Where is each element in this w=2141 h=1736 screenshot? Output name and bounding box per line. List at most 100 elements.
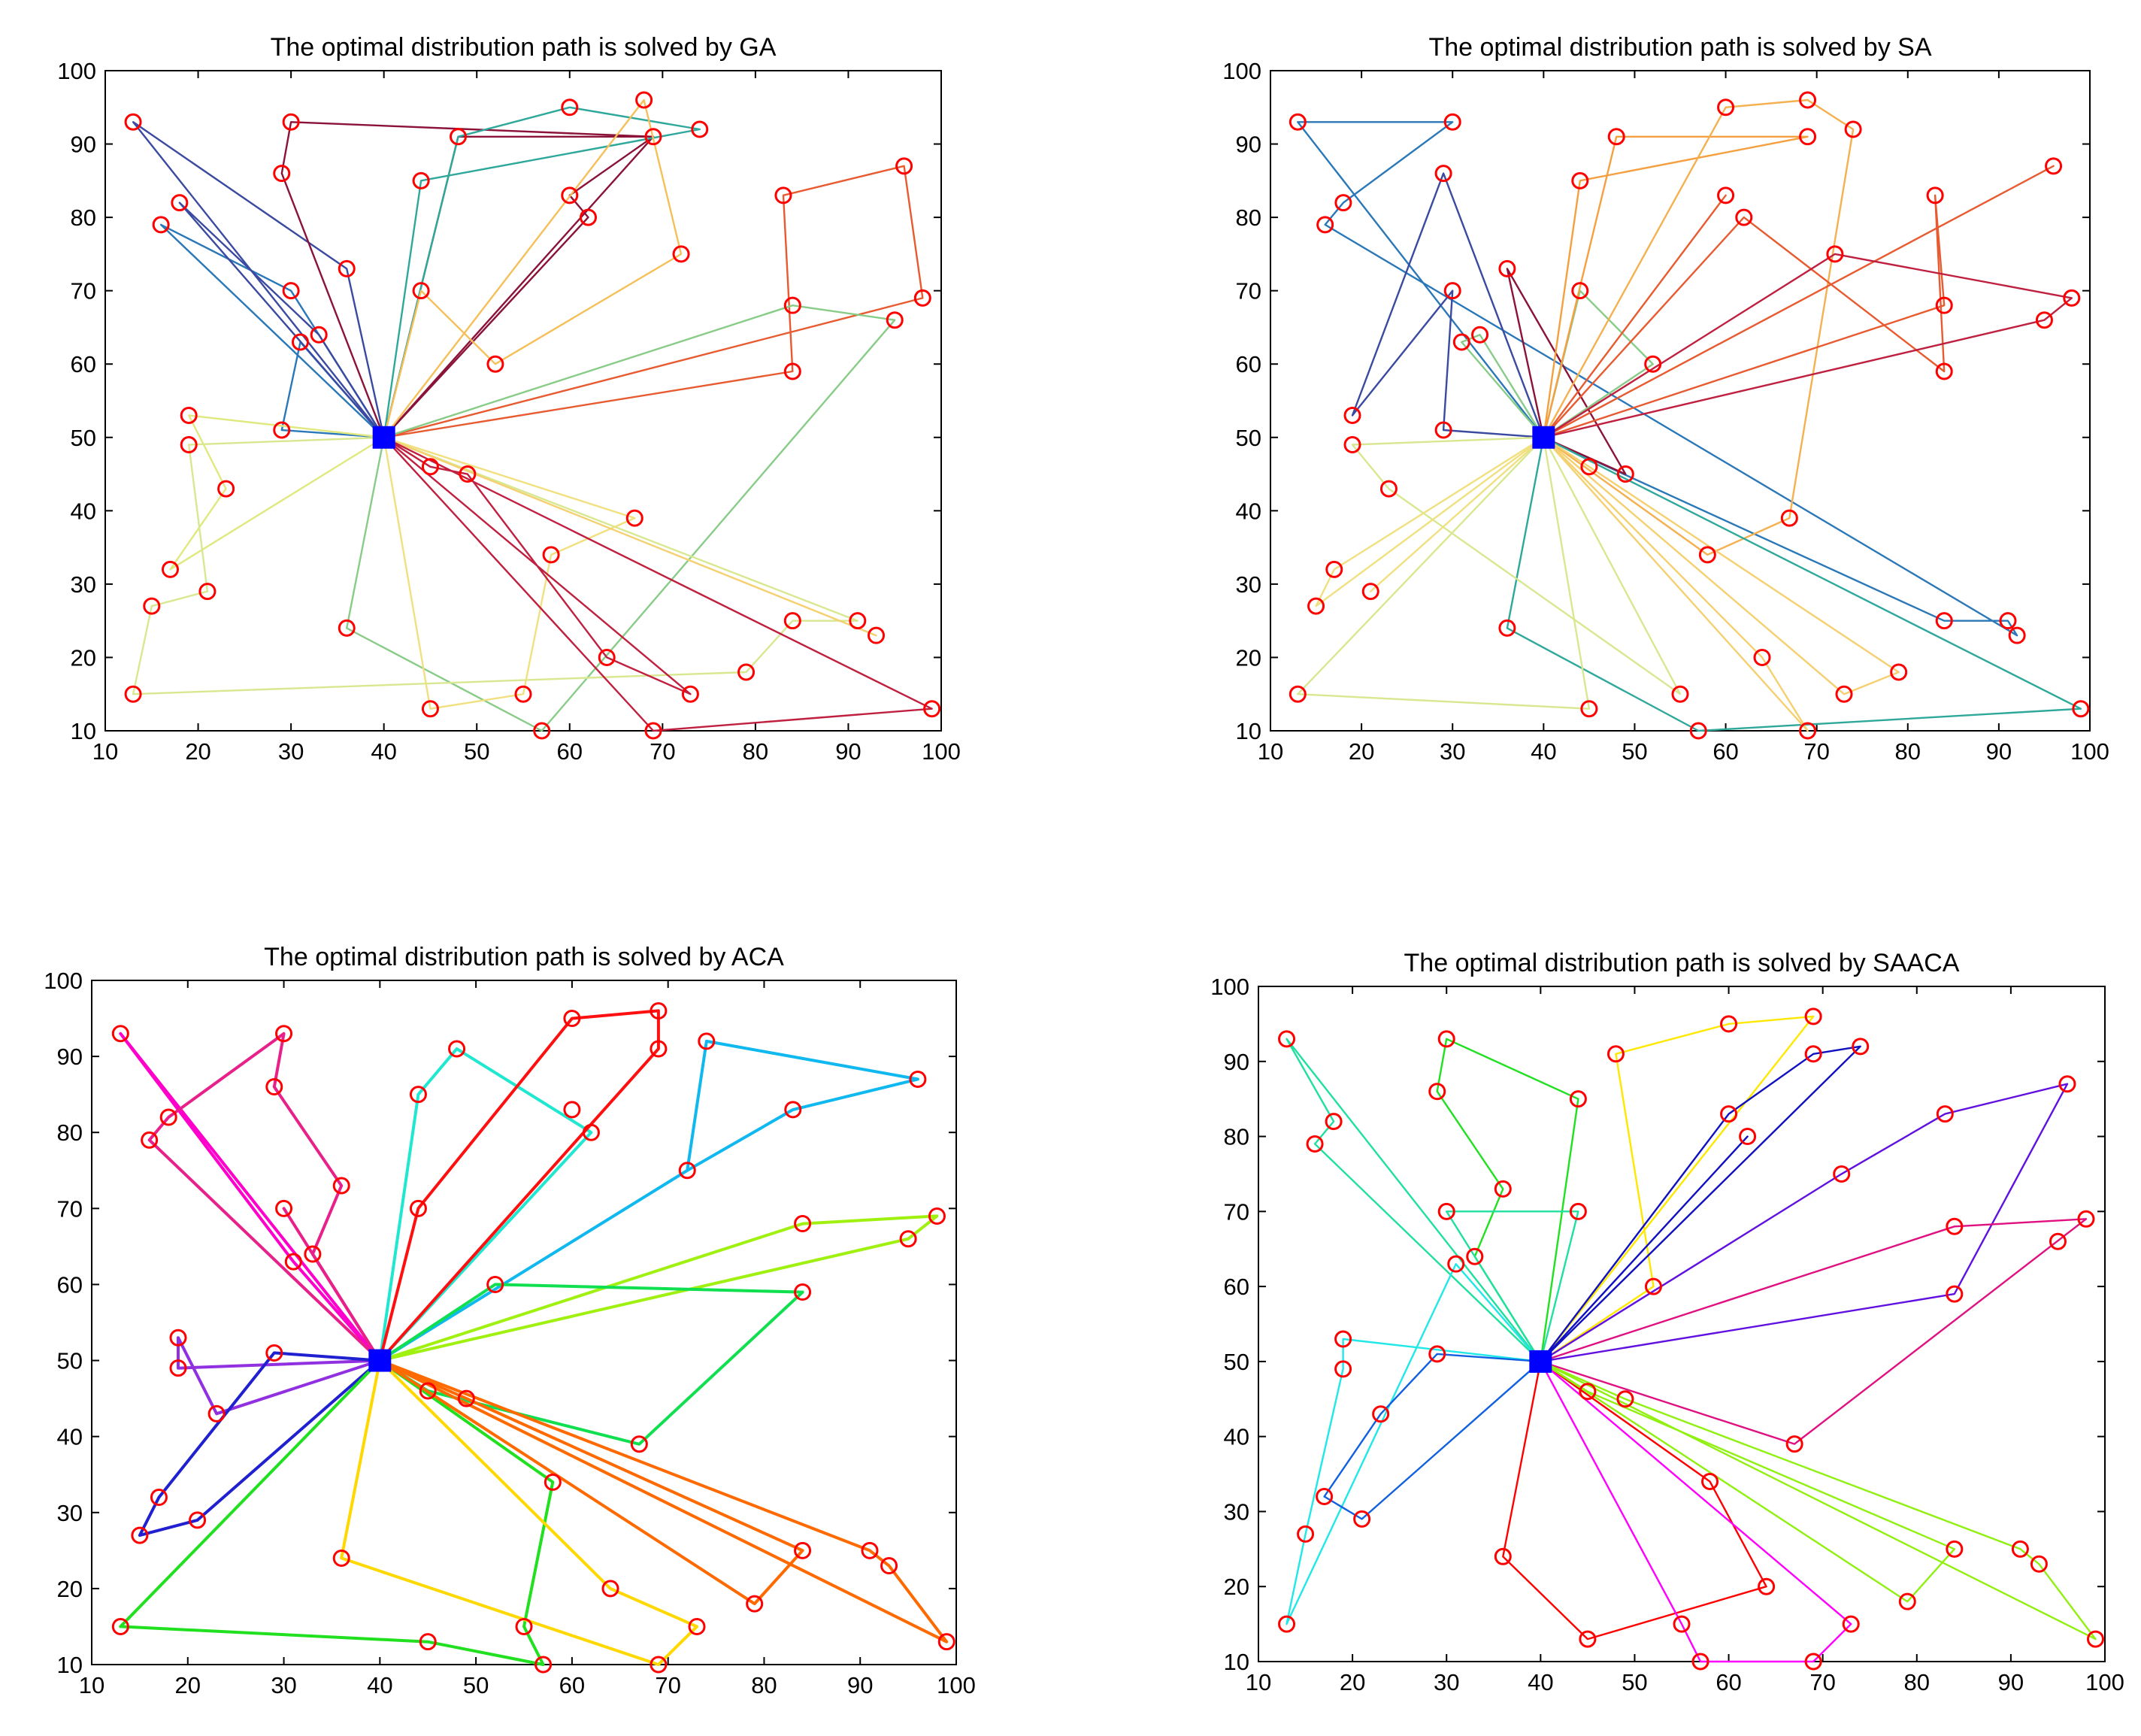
customer-point — [1316, 1487, 1334, 1505]
customer-point — [2049, 1232, 2067, 1250]
y-tick-label: 70 — [57, 1195, 83, 1222]
customer-point — [1753, 648, 1771, 666]
x-tick-label: 70 — [1809, 1669, 1835, 1695]
customer-point — [737, 663, 756, 681]
customer-point — [688, 1617, 706, 1635]
customer-point — [1833, 1165, 1851, 1183]
customer-point — [2077, 1210, 2095, 1228]
customer-point — [2035, 311, 2053, 329]
route-line — [1315, 436, 1545, 607]
customer-point — [561, 98, 579, 117]
x-tick-label: 60 — [559, 1672, 585, 1698]
customer-point — [1717, 98, 1735, 117]
route-line — [1540, 1360, 1956, 1603]
customer-point — [421, 458, 439, 476]
customer-point — [515, 1617, 533, 1635]
y-tick-label: 20 — [1236, 644, 1261, 671]
customer-point — [1278, 1030, 1296, 1048]
customer-point — [169, 1359, 187, 1377]
route-line — [383, 436, 636, 710]
route-line — [1543, 436, 1809, 732]
customer-point — [923, 700, 941, 718]
route-line — [119, 1359, 555, 1666]
x-tick-label: 50 — [1622, 1669, 1647, 1695]
customer-point — [1826, 245, 1844, 263]
x-tick-label: 90 — [1986, 738, 2012, 765]
route-line — [1297, 121, 2018, 637]
y-tick-label: 90 — [71, 132, 96, 158]
customer-point — [625, 509, 644, 527]
customer-point — [1494, 1180, 1512, 1198]
customer-point — [1498, 619, 1516, 637]
customer-point — [1443, 113, 1461, 131]
customer-point — [1720, 1015, 1738, 1033]
y-tick-label: 90 — [1236, 132, 1261, 158]
chart-title: The optimal distribution path is solved … — [1428, 33, 1931, 62]
customer-point — [1447, 1255, 1465, 1273]
x-tick-label: 50 — [463, 1672, 489, 1698]
customer-point — [2086, 1630, 2104, 1648]
x-tick-label: 90 — [835, 738, 861, 765]
route-line — [378, 1047, 593, 1362]
customer-point — [1361, 583, 1379, 601]
customer-point — [419, 1382, 437, 1400]
customer-point — [1946, 1285, 1964, 1303]
customer-point — [159, 1108, 177, 1126]
customer-point — [1466, 1247, 1484, 1265]
customer-point — [2030, 1555, 2048, 1573]
y-tick-label: 100 — [57, 58, 96, 84]
customer-point — [880, 1557, 898, 1575]
customer-point — [1334, 1360, 1352, 1378]
route-line — [378, 1009, 660, 1362]
customer-point — [1307, 597, 1325, 615]
customer-point — [1799, 128, 1817, 146]
route-line — [132, 436, 859, 695]
customer-point — [459, 465, 477, 483]
y-tick-label: 100 — [44, 968, 83, 994]
customer-point — [1804, 1045, 1822, 1063]
route-line — [383, 106, 701, 438]
x-tick-label: 30 — [1440, 738, 1465, 765]
route-line — [383, 165, 924, 438]
y-tick-label: 30 — [71, 571, 96, 598]
customer-point — [207, 1404, 226, 1422]
customer-point — [1437, 1202, 1455, 1220]
y-tick-label: 100 — [1210, 974, 1249, 1000]
customer-point — [650, 1656, 668, 1674]
y-tick-label: 50 — [1236, 425, 1261, 451]
x-tick-label: 100 — [922, 738, 961, 765]
route-line — [1543, 194, 1946, 438]
customer-point — [1580, 458, 1598, 476]
route-line — [379, 1039, 919, 1362]
customer-point — [630, 1435, 648, 1453]
customer-point — [275, 1199, 293, 1217]
y-tick-label: 60 — [1224, 1274, 1249, 1300]
customer-point — [598, 648, 616, 666]
customer-point — [1579, 1383, 1597, 1401]
customer-point — [678, 1162, 696, 1180]
y-tick-label: 20 — [71, 644, 96, 671]
customer-point — [1289, 113, 1307, 131]
customer-point — [794, 1541, 812, 1559]
y-tick-label: 70 — [1236, 278, 1261, 304]
x-tick-label: 40 — [371, 738, 396, 765]
y-tick-label: 70 — [1224, 1198, 1249, 1225]
customer-point — [601, 1580, 619, 1598]
customer-point — [650, 1001, 668, 1019]
customer-point — [868, 626, 886, 644]
customer-point — [691, 120, 709, 138]
customer-point — [265, 1078, 283, 1096]
depot-point — [368, 1349, 392, 1372]
customer-point — [180, 407, 198, 425]
customer-point — [1607, 1045, 1625, 1063]
customer-point — [579, 208, 597, 226]
y-tick-label: 50 — [1224, 1349, 1249, 1375]
customer-point — [124, 113, 142, 131]
depot-point — [372, 426, 395, 449]
x-tick-label: 40 — [1528, 1669, 1553, 1695]
customer-point — [1571, 282, 1589, 300]
customer-point — [1498, 259, 1516, 277]
customer-point — [1616, 1390, 1634, 1408]
y-tick-label: 40 — [57, 1424, 83, 1450]
customer-point — [582, 1123, 600, 1141]
